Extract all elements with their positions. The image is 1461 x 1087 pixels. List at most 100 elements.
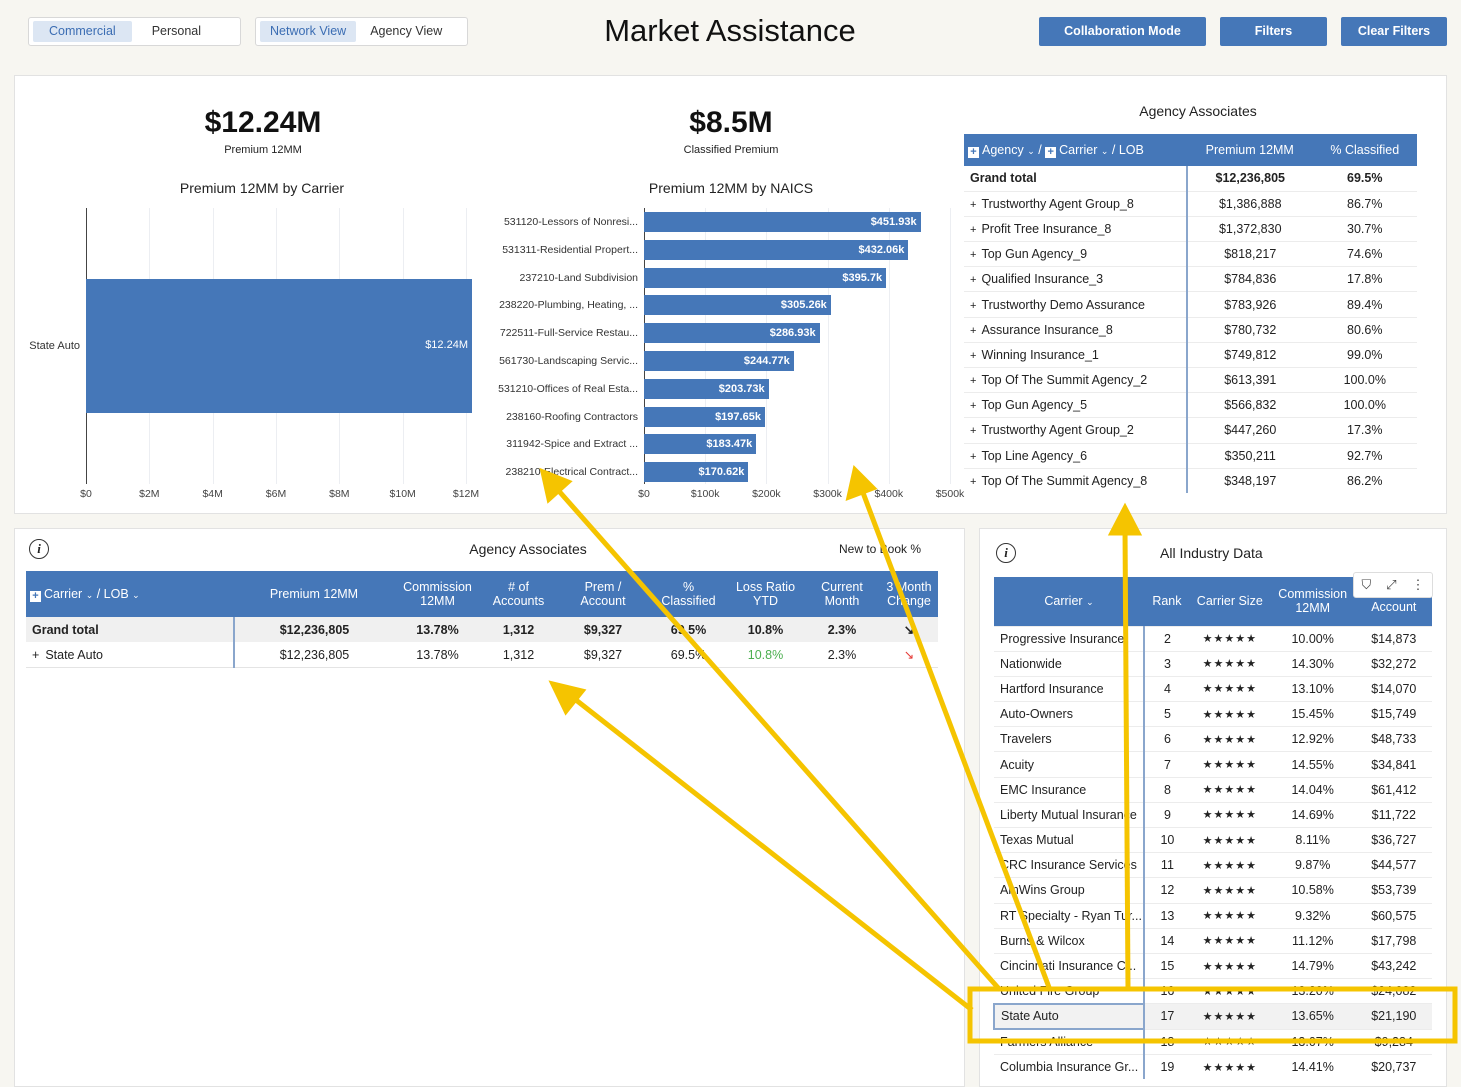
- bar[interactable]: [644, 434, 757, 455]
- filter-icon[interactable]: ⛉: [1361, 577, 1372, 592]
- bar[interactable]: [644, 267, 887, 288]
- table-row[interactable]: United Fire Group 16 ★★★★★ 13.20% $24,082: [994, 978, 1432, 1004]
- expand-icon[interactable]: +: [970, 223, 977, 236]
- prem-account-header[interactable]: Prem / Account: [556, 571, 650, 617]
- table-row[interactable]: Texas Mutual 10 ★★★★★ 8.11% $36,727: [994, 827, 1432, 853]
- table-row[interactable]: + Assurance Insurance_8 $780,732 80.6%: [964, 317, 1417, 343]
- table-row[interactable]: RT Specialty - Ryan Tur... 13 ★★★★★ 9.32% $6…: [994, 903, 1432, 929]
- expand-icon[interactable]: +: [970, 400, 977, 413]
- table-row[interactable]: AmWins Group 12 ★★★★★ 10.58% $53,739: [994, 877, 1432, 904]
- table-row[interactable]: + Top Gun Agency_9 $818,217 74.6%: [964, 241, 1417, 267]
- info-icon[interactable]: i: [29, 539, 49, 559]
- expand-icon[interactable]: +: [970, 249, 977, 262]
- cell: 16: [1160, 984, 1175, 999]
- table-row[interactable]: + Top Of The Summit Agency_8 $348,197 86.2%: [964, 468, 1417, 494]
- bar[interactable]: [644, 378, 769, 399]
- table-row[interactable]: Cincinnati Insurance C... 15 ★★★★★ 14.79% $4…: [994, 953, 1432, 979]
- carrier-header[interactable]: Carrier ⌄: [994, 577, 1144, 626]
- table-row[interactable]: CRC Insurance Services 11 ★★★★★ 9.87% $44,57…: [994, 852, 1432, 878]
- agency-table-header-group[interactable]: + Agency ⌄ / + Carrier ⌄ / LOB: [964, 134, 1187, 166]
- grand-total-row[interactable]: Grand total $12,236,805 13.78% 1,312 $9,…: [26, 617, 938, 643]
- table-row[interactable]: Farmers Alliance 18 ★★★★★ 13.07% $9,284: [994, 1029, 1432, 1055]
- commercial-toggle[interactable]: Commercial: [33, 21, 132, 42]
- expand-icon[interactable]: +: [32, 647, 40, 662]
- expand-icon[interactable]: ⤢: [1386, 577, 1397, 592]
- row-label: Assurance Insurance_8: [981, 322, 1113, 337]
- table-row[interactable]: + Qualified Insurance_3 $784,836 17.8%: [964, 266, 1417, 292]
- carrier-cell: Hartford Insurance: [994, 676, 1145, 702]
- current-month-header[interactable]: Current Month: [804, 571, 880, 617]
- three-month-header[interactable]: 3 Month Change: [880, 571, 938, 617]
- expand-icon[interactable]: +: [970, 425, 977, 438]
- x-tick-label: $200k: [752, 488, 781, 500]
- carrier-size-header[interactable]: Carrier Size: [1189, 577, 1270, 626]
- table-row[interactable]: Auto-Owners 5 ★★★★★ 15.45% $15,749: [994, 701, 1432, 727]
- expand-all-icon[interactable]: +: [968, 146, 979, 158]
- table-row[interactable]: Travelers 6 ★★★★★ 12.92% $48,733: [994, 726, 1432, 752]
- rank-header[interactable]: Rank: [1144, 577, 1190, 626]
- table-row[interactable]: + Trustworthy Agent Group_2 $447,260 17.3%: [964, 417, 1417, 444]
- cell: $53,739: [1371, 883, 1417, 898]
- table-row[interactable]: Burns & Wilcox 14 ★★★★★ 11.12% $17,798: [994, 928, 1432, 954]
- expand-all-icon[interactable]: +: [30, 590, 41, 602]
- carrier-lob-header[interactable]: + Carrier ⌄ / LOB ⌄: [26, 571, 234, 617]
- table-row[interactable]: Progressive Insurance 2 ★★★★★ 10.00% $14,873: [994, 626, 1432, 652]
- stars-icon: ★★★★★: [1202, 1036, 1257, 1049]
- expand-icon[interactable]: +: [970, 274, 977, 287]
- expand-icon[interactable]: +: [970, 299, 977, 312]
- loss-ratio-header[interactable]: Loss Ratio YTD: [727, 571, 804, 617]
- table-row[interactable]: Nationwide 3 ★★★★★ 14.30% $32,272: [994, 651, 1432, 677]
- carrier-cell: State Auto: [993, 1002, 1145, 1031]
- info-icon[interactable]: i: [996, 543, 1016, 563]
- classified-header[interactable]: % Classified: [1312, 134, 1417, 166]
- filters-button[interactable]: Filters: [1220, 17, 1327, 46]
- expand-carrier-icon[interactable]: +: [1045, 146, 1057, 158]
- new-to-book-toggle[interactable]: New to Book %: [839, 542, 922, 556]
- more-options-icon[interactable]: ⋮: [1411, 577, 1425, 592]
- grand-total-row[interactable]: Grand total $12,236,805 69.5%: [964, 166, 1417, 192]
- commission-header[interactable]: Commission 12MM: [394, 571, 481, 617]
- table-row[interactable]: + Top Line Agency_6 $350,211 92.7%: [964, 443, 1417, 469]
- network-view-toggle[interactable]: Network View: [260, 21, 357, 42]
- classified-header[interactable]: % Classified: [650, 571, 727, 617]
- expand-icon[interactable]: +: [970, 450, 977, 463]
- carrier-detail-title: Agency Associates: [469, 541, 587, 557]
- bar[interactable]: [644, 239, 909, 260]
- table-row[interactable]: + Trustworthy Demo Assurance $783,926 89.4%: [964, 291, 1417, 318]
- expand-icon[interactable]: +: [970, 349, 977, 362]
- collaboration-mode-button[interactable]: Collaboration Mode: [1039, 17, 1206, 46]
- table-row[interactable]: Liberty Mutual Insurance 9 ★★★★★ 14.69% $11,…: [994, 802, 1432, 828]
- bar[interactable]: [644, 462, 749, 483]
- premium-header[interactable]: Premium 12MM: [234, 571, 394, 617]
- table-row[interactable]: State Auto 17 ★★★★★ 13.65% $21,190: [993, 1002, 1432, 1031]
- expand-icon[interactable]: +: [970, 375, 977, 388]
- table-row[interactable]: Columbia Insurance Gr... 19 ★★★★★ 14.41% $20…: [994, 1054, 1432, 1080]
- premium-header[interactable]: Premium 12MM: [1186, 134, 1313, 166]
- table-row[interactable]: + Trustworthy Agent Group_8 $1,386,888 86.7…: [964, 191, 1417, 217]
- row-label: State Auto: [45, 647, 103, 662]
- bar[interactable]: [644, 351, 794, 371]
- table-row[interactable]: + Winning Insurance_1 $749,812 99.0%: [964, 342, 1417, 368]
- bar[interactable]: [644, 295, 831, 316]
- expand-icon[interactable]: +: [970, 198, 977, 211]
- expand-icon[interactable]: +: [970, 476, 977, 489]
- table-row[interactable]: + Top Of The Summit Agency_2 $613,391 100.0…: [964, 367, 1417, 393]
- table-row[interactable]: Acuity 7 ★★★★★ 14.55% $34,841: [994, 751, 1432, 778]
- commission-header[interactable]: Commission 12MM: [1269, 577, 1356, 626]
- bar[interactable]: [644, 406, 765, 427]
- table-row[interactable]: EMC Insurance 8 ★★★★★ 14.04% $61,412: [994, 777, 1432, 803]
- cell: 15.45%: [1291, 707, 1334, 722]
- table-row[interactable]: + State Auto $12,236,805 13.78% 1,312 $9,…: [26, 642, 938, 668]
- table-row[interactable]: + Profit Tree Insurance_8 $1,372,830 30.7%: [964, 216, 1417, 242]
- clear-filters-button[interactable]: Clear Filters: [1341, 17, 1447, 46]
- bar[interactable]: [86, 279, 472, 413]
- bar[interactable]: [644, 323, 820, 344]
- bar[interactable]: [644, 212, 921, 232]
- cell: 86.2%: [1347, 474, 1383, 489]
- expand-icon[interactable]: +: [970, 324, 977, 337]
- personal-toggle[interactable]: Personal: [151, 24, 202, 38]
- table-row[interactable]: + Top Gun Agency_5 $566,832 100.0%: [964, 392, 1417, 418]
- accounts-header[interactable]: # of Accounts: [481, 571, 556, 617]
- table-row[interactable]: Hartford Insurance 4 ★★★★★ 13.10% $14,070: [994, 676, 1432, 702]
- agency-view-toggle[interactable]: Agency View: [370, 24, 443, 38]
